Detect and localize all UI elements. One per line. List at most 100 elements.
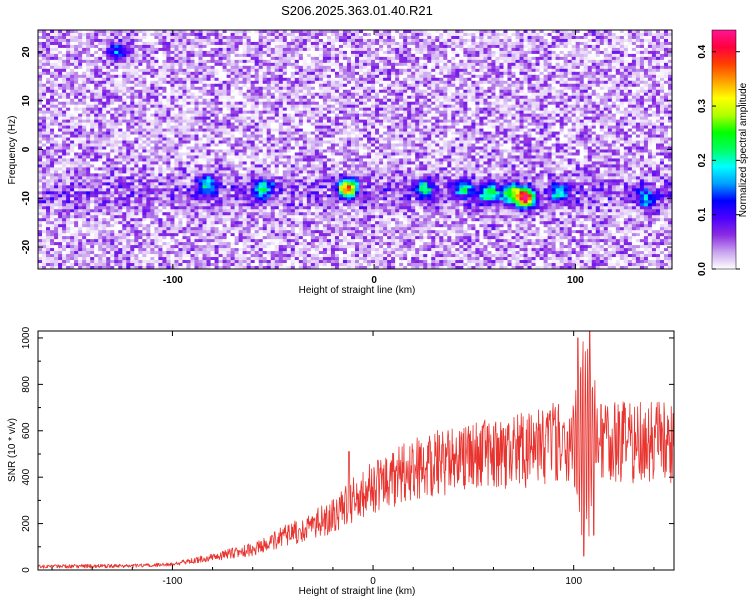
heatmap-cell — [487, 110, 492, 114]
heatmap-cell — [391, 71, 396, 76]
heatmap-cell — [150, 107, 155, 111]
heatmap-cell — [118, 83, 123, 88]
heatmap-cell — [86, 50, 91, 55]
heatmap-cell — [443, 32, 448, 37]
heatmap-cell — [379, 83, 384, 88]
heatmap-cell — [150, 98, 155, 102]
heatmap-cell — [114, 30, 119, 34]
heatmap-cell — [627, 41, 633, 46]
heatmap-cell — [523, 116, 528, 120]
heatmap-cell — [262, 116, 268, 120]
heatmap-cell — [531, 104, 536, 108]
heatmap-cell — [46, 110, 51, 114]
heatmap-cell — [94, 44, 99, 49]
heatmap-cell — [647, 68, 653, 73]
heatmap-cell — [375, 110, 380, 114]
heatmap-cell — [306, 62, 312, 67]
heatmap-cell — [206, 41, 211, 46]
heatmap-cell — [182, 44, 187, 49]
heatmap-cell — [302, 113, 308, 117]
heatmap-cell — [94, 32, 99, 37]
heatmap-cell — [439, 71, 444, 76]
heatmap-cell — [655, 92, 661, 97]
heatmap-cell — [262, 56, 268, 61]
heatmap-cell — [282, 30, 288, 34]
heatmap-cell — [186, 32, 191, 37]
heatmap-cell — [459, 38, 464, 43]
heatmap-cell — [543, 80, 548, 85]
heatmap-cell — [334, 86, 340, 91]
heatmap-cell — [407, 107, 412, 111]
heatmap-cell — [138, 47, 143, 52]
heatmap-cell — [306, 41, 312, 46]
heatmap-cell — [78, 89, 83, 94]
heatmap-cell — [50, 53, 55, 58]
heatmap-cell — [106, 30, 111, 34]
heatmap-cell — [198, 62, 203, 67]
heatmap-cell — [162, 68, 167, 73]
heatmap-cell — [58, 74, 63, 79]
heatmap-cell — [138, 89, 143, 94]
heatmap-cell — [150, 56, 155, 61]
heatmap-cell — [503, 65, 508, 70]
heatmap-cell — [423, 38, 428, 43]
heatmap-cell — [607, 47, 613, 52]
heatmap-cell — [439, 104, 444, 108]
heatmap-cell — [230, 68, 235, 73]
heatmap-cell — [106, 74, 111, 79]
heatmap-cell — [94, 89, 99, 94]
heatmap-cell — [607, 101, 613, 105]
heatmap-cell — [298, 59, 304, 64]
heatmap-cell — [387, 77, 392, 82]
heatmap-cell — [286, 38, 292, 43]
heatmap-cell — [383, 50, 388, 55]
heatmap-cell — [238, 53, 243, 58]
heatmap-cell — [479, 80, 484, 85]
heatmap-cell — [583, 86, 589, 91]
heatmap-cell — [595, 30, 601, 34]
heatmap-cell — [298, 62, 304, 67]
heatmap-cell — [254, 44, 259, 49]
heatmap-cell — [310, 119, 316, 123]
heatmap-cell — [214, 50, 219, 55]
heatmap-cell — [379, 38, 384, 43]
heatmap-cell — [667, 113, 672, 117]
heatmap-cell — [326, 74, 332, 79]
heatmap-cell — [250, 89, 255, 94]
heatmap-cell — [294, 32, 300, 37]
heatmap-cell — [535, 113, 540, 117]
heatmap-cell — [254, 77, 259, 82]
heatmap-cell — [451, 62, 456, 67]
heatmap-cell — [322, 41, 328, 46]
heatmap-cell — [479, 68, 484, 73]
heatmap-cell — [391, 41, 396, 46]
heatmap-cell — [166, 32, 171, 37]
heatmap-cell — [507, 71, 512, 76]
heatmap-cell — [314, 95, 320, 100]
heatmap-cell — [539, 110, 544, 114]
heatmap-cell — [170, 101, 175, 105]
heatmap-cell — [603, 107, 609, 111]
heatmap-cell — [50, 44, 55, 49]
heatmap-cell — [166, 104, 171, 108]
heatmap-cell — [639, 89, 645, 94]
heatmap-cell — [194, 38, 199, 43]
heatmap-cell — [118, 86, 123, 91]
heatmap-cell — [166, 30, 171, 34]
heatmap-cell — [98, 38, 103, 43]
heatmap-cell — [242, 44, 247, 49]
heatmap-cell — [403, 50, 408, 55]
heatmap-cell — [567, 89, 572, 94]
heatmap-cell — [507, 95, 512, 100]
heatmap-cell — [607, 56, 613, 61]
heatmap-cell — [415, 30, 420, 34]
heatmap-cell — [138, 65, 143, 70]
heatmap-cell — [659, 71, 665, 76]
heatmap-cell — [591, 98, 597, 102]
heatmap-cell — [607, 83, 613, 88]
heatmap-cell — [214, 68, 219, 73]
heatmap-cell — [310, 74, 316, 79]
heatmap-cell — [539, 30, 544, 34]
heatmap-cell — [551, 38, 556, 43]
heatmap-cell — [547, 71, 552, 76]
